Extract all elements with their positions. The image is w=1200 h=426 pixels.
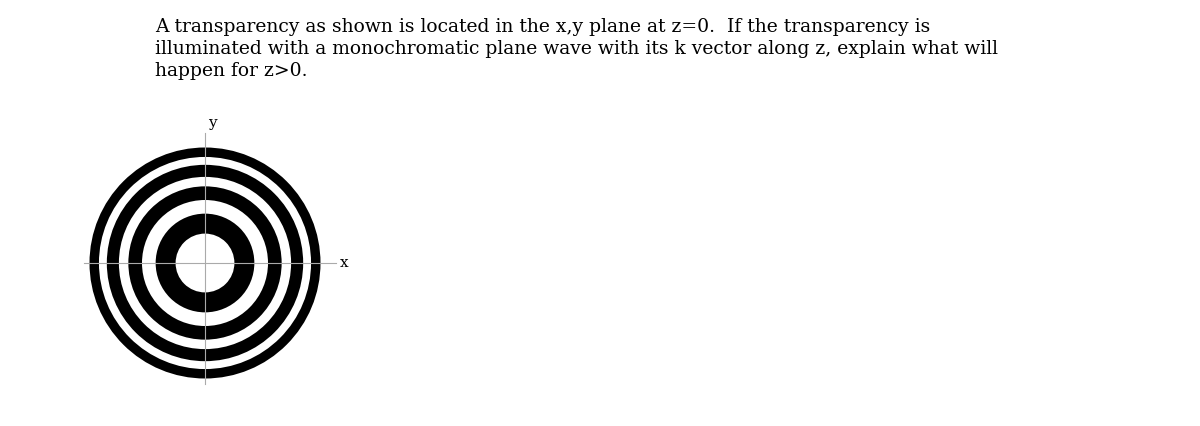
Text: happen for z>0.: happen for z>0. [155,62,307,80]
Circle shape [128,186,282,340]
Circle shape [90,147,320,378]
Text: x: x [340,256,348,270]
Text: y: y [208,116,217,130]
Circle shape [98,157,311,369]
Circle shape [107,165,304,361]
Circle shape [142,200,268,326]
Circle shape [156,214,254,312]
Text: A transparency as shown is located in the x,y plane at z=0.  If the transparency: A transparency as shown is located in th… [155,18,930,36]
Circle shape [119,177,292,349]
Text: illuminated with a monochromatic plane wave with its k vector along z, explain w: illuminated with a monochromatic plane w… [155,40,998,58]
Circle shape [175,233,234,292]
